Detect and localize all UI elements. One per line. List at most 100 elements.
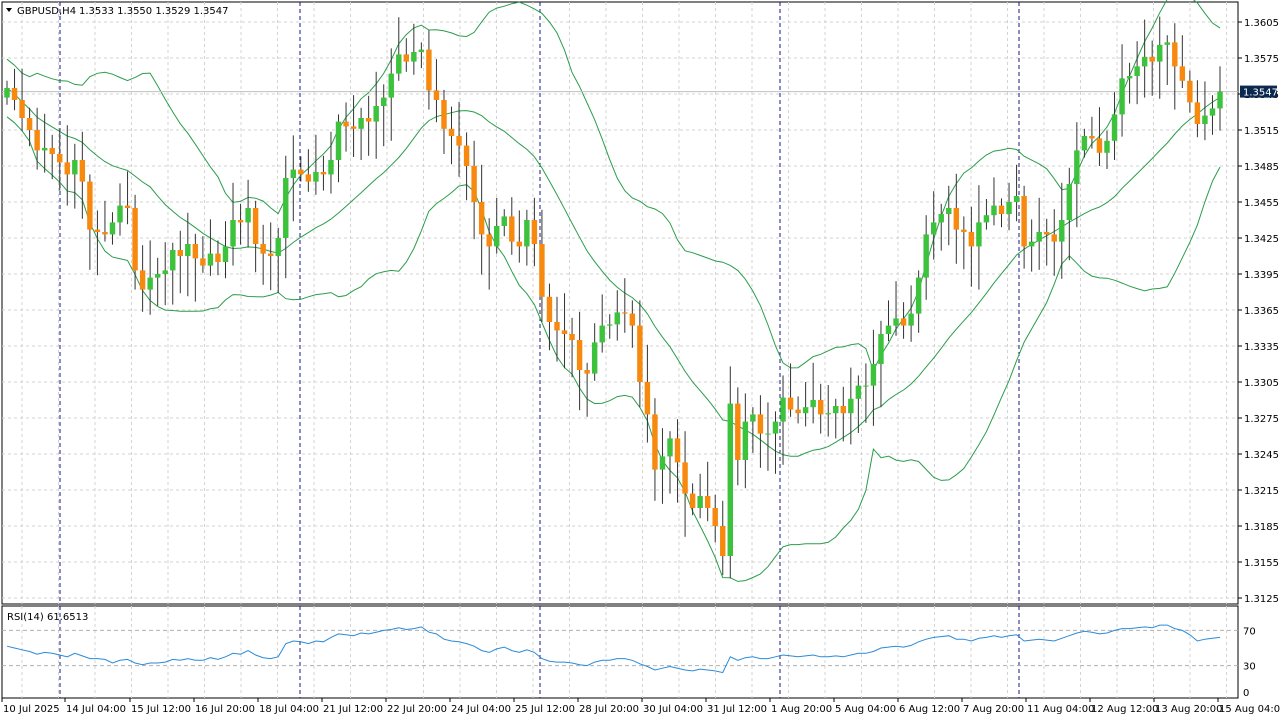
bull-candle bbox=[1141, 56, 1148, 67]
time-tick-label: 28 Jul 20:00 bbox=[579, 704, 639, 715]
bull-candle bbox=[915, 277, 922, 314]
bull-candle bbox=[727, 403, 733, 556]
bull-candle bbox=[802, 407, 809, 414]
rsi-tick-label: 30 bbox=[1243, 662, 1256, 673]
bull-candle bbox=[833, 406, 839, 414]
bull-candle bbox=[1134, 66, 1140, 76]
time-tick-label: 13 Aug 20:00 bbox=[1155, 704, 1222, 715]
bear-candle bbox=[900, 318, 907, 326]
bear-candle bbox=[689, 493, 696, 508]
bear-candle bbox=[1051, 234, 1057, 242]
bear-candle bbox=[509, 216, 515, 242]
bear-candle bbox=[343, 121, 349, 127]
current-price-value: 1.3547 bbox=[1243, 88, 1278, 99]
current-price-tag: 1.3547 bbox=[1240, 85, 1278, 99]
bull-candle bbox=[147, 277, 153, 290]
bear-candle bbox=[1194, 102, 1201, 124]
bull-candle bbox=[742, 421, 749, 460]
chart-header: GBPUSD,H4 1.3533 1.3550 1.3529 1.3547 bbox=[6, 6, 229, 17]
bull-candle bbox=[938, 214, 944, 223]
bear-candle bbox=[350, 126, 357, 129]
price-tick-label: 1.3185 bbox=[1244, 522, 1279, 533]
bear-candle bbox=[267, 253, 274, 256]
bear-candle bbox=[365, 118, 372, 122]
bull-candle bbox=[780, 397, 786, 422]
bull-candle bbox=[659, 456, 666, 470]
price-axis[interactable]: 1.36051.35751.35451.35151.34851.34551.34… bbox=[1238, 18, 1279, 605]
bull-candle bbox=[893, 318, 899, 326]
bull-candle bbox=[109, 222, 116, 235]
bear-candle bbox=[463, 145, 470, 166]
bull-candle bbox=[1059, 220, 1065, 242]
bull-candle bbox=[418, 49, 425, 52]
bull-candle bbox=[607, 324, 613, 326]
bear-candle bbox=[403, 54, 410, 62]
bear-candle bbox=[305, 174, 312, 182]
time-tick-label: 14 Jul 04:00 bbox=[66, 704, 126, 715]
bear-candle bbox=[252, 208, 259, 244]
bull-candle bbox=[1209, 108, 1216, 116]
bull-candle bbox=[170, 250, 176, 271]
bull-candle bbox=[1164, 42, 1170, 45]
bear-candle bbox=[968, 232, 975, 247]
bear-candle bbox=[561, 330, 568, 334]
price-tick-label: 1.3215 bbox=[1244, 486, 1279, 497]
price-tick-label: 1.3455 bbox=[1244, 198, 1279, 209]
bull-candle bbox=[396, 54, 402, 74]
bull-candle bbox=[1202, 115, 1208, 124]
bull-candle bbox=[501, 216, 507, 226]
bear-candle bbox=[132, 208, 138, 271]
bull-candle bbox=[494, 226, 500, 247]
time-tick-label: 6 Aug 12:00 bbox=[899, 704, 960, 715]
bull-candle bbox=[591, 342, 598, 374]
bull-candle bbox=[1066, 184, 1073, 220]
bull-candle bbox=[4, 88, 10, 98]
time-tick-label: 24 Jul 04:00 bbox=[451, 704, 511, 715]
rsi-axis: 70 30 0 bbox=[1243, 626, 1256, 699]
bear-candle bbox=[998, 205, 1005, 214]
bull-candle bbox=[697, 496, 703, 508]
dropdown-triangle-icon[interactable] bbox=[6, 8, 12, 12]
bear-candle bbox=[433, 90, 440, 100]
bear-candle bbox=[1187, 80, 1193, 103]
bollinger-bands bbox=[2, 0, 1238, 582]
bull-candle bbox=[870, 364, 877, 386]
bull-candle bbox=[810, 400, 816, 408]
time-axis[interactable]: 10 Jul 2025 14 Jul 04:00 15 Jul 12:00 16 Ju… bbox=[1, 698, 1280, 715]
bear-candle bbox=[1149, 56, 1155, 62]
period-separators bbox=[59, 2, 1020, 698]
time-tick-label: 21 Jul 12:00 bbox=[323, 704, 383, 715]
bear-candle bbox=[787, 397, 794, 410]
ohlc-values: 1.3533 1.3550 1.3529 1.3547 bbox=[79, 6, 229, 17]
price-tick-label: 1.3305 bbox=[1244, 378, 1279, 389]
bull-candle bbox=[411, 52, 417, 62]
bear-candle bbox=[79, 160, 86, 182]
bear-candle bbox=[102, 232, 108, 235]
price-tick-label: 1.3335 bbox=[1244, 342, 1279, 353]
bear-candle bbox=[584, 370, 590, 374]
bear-candle bbox=[1179, 66, 1186, 81]
bull-candle bbox=[358, 118, 364, 129]
bull-candle bbox=[750, 414, 756, 422]
bull-candle bbox=[335, 121, 342, 160]
time-tick-label: 12 Aug 12:00 bbox=[1091, 704, 1158, 715]
price-tick-label: 1.3425 bbox=[1244, 234, 1279, 245]
price-tick-label: 1.3155 bbox=[1244, 558, 1279, 569]
bear-candle bbox=[139, 270, 146, 290]
bull-candle bbox=[1126, 76, 1133, 79]
bull-candle bbox=[1036, 232, 1042, 242]
bear-candle bbox=[1096, 138, 1103, 153]
bull-candle bbox=[855, 385, 862, 399]
bull-candle bbox=[230, 220, 236, 247]
price-tick-label: 1.3575 bbox=[1244, 54, 1279, 65]
time-tick-label: 15 Aug 04:00 bbox=[1219, 704, 1280, 715]
bull-candle bbox=[388, 73, 394, 98]
bull-candle bbox=[154, 274, 161, 278]
bear-candle bbox=[26, 118, 33, 130]
bear-candle bbox=[478, 202, 485, 235]
rsi-tick-label: 70 bbox=[1243, 626, 1256, 637]
bull-candle bbox=[283, 178, 289, 238]
time-tick-label: 25 Jul 12:00 bbox=[515, 704, 575, 715]
bear-candle bbox=[961, 229, 967, 232]
